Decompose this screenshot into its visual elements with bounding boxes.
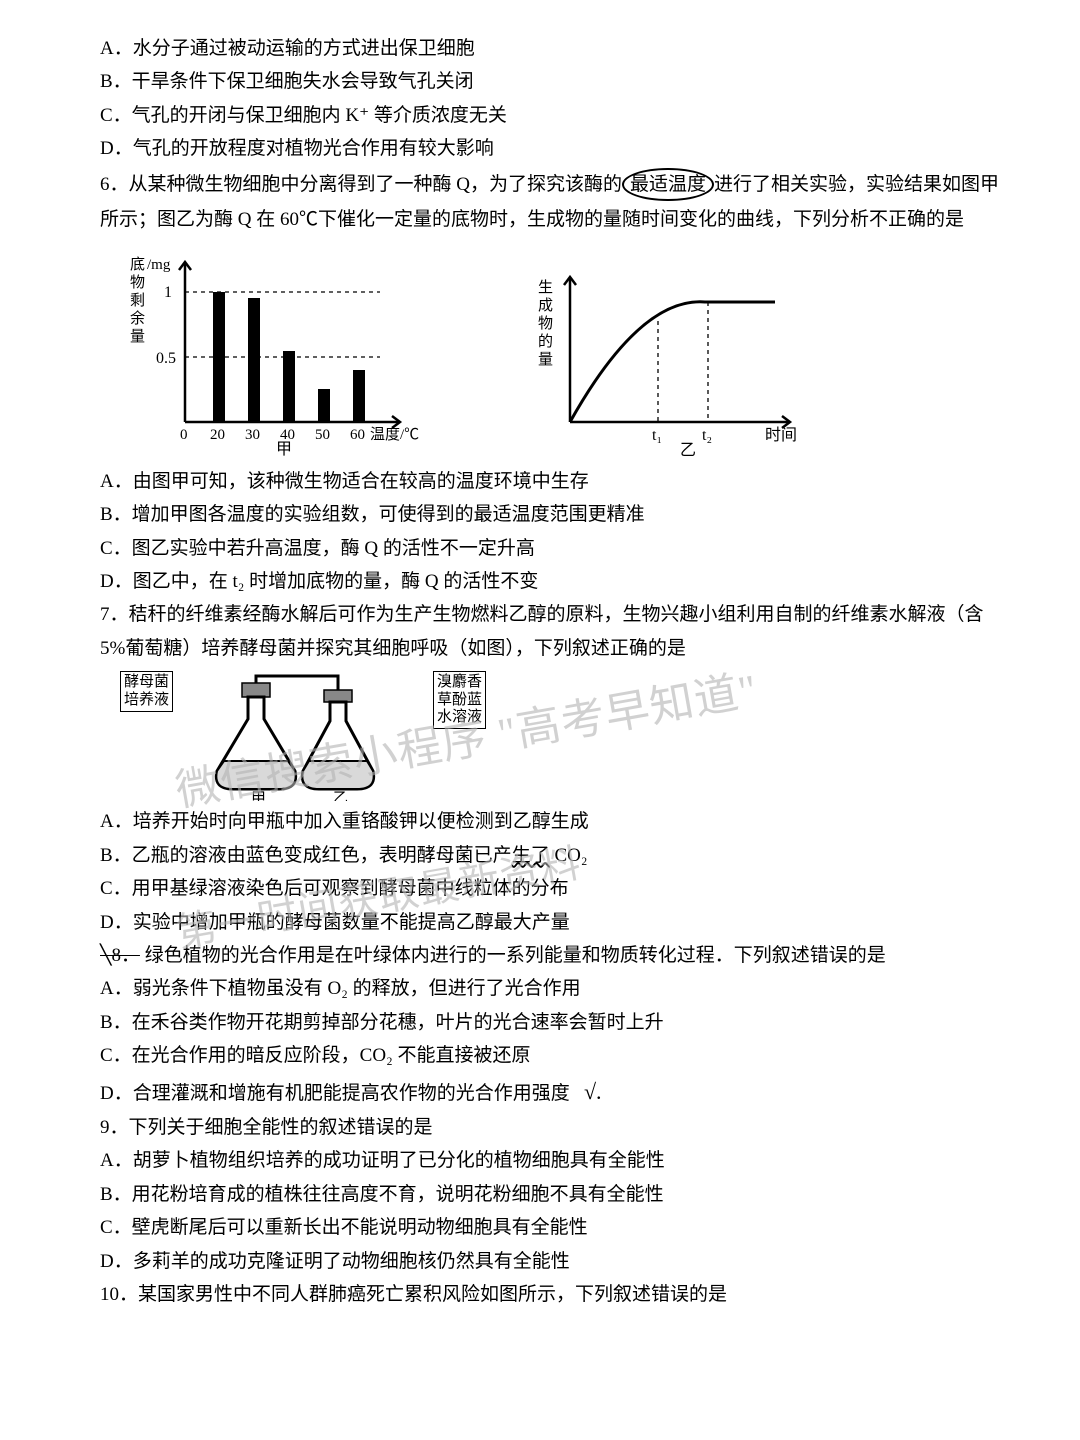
flask-left-cap: 甲 [251, 791, 266, 801]
chart1-yticks: 1 0.5 [156, 284, 176, 367]
svg-text:剩: 剩 [130, 292, 145, 309]
q7-B-wave: 生了 [512, 845, 550, 866]
chart-2-line: t₁ t₂ 时间 乙 生 成 物 的 量 [530, 257, 820, 457]
svg-text:生: 生 [538, 279, 553, 296]
flask-right-cap: 乙 [333, 791, 348, 801]
q6-B: B．增加甲图各温度的实验组数，可使得到的最适温度范围更精准 [100, 500, 1010, 529]
q5-C: C．气孔的开闭与保卫细胞内 K⁺ 等介质浓度无关 [100, 101, 1010, 130]
stopper-left [242, 683, 270, 697]
q5-B: B．干旱条件下保卫细胞失水会导致气孔关闭 [100, 67, 1010, 96]
svg-text:t₂: t₂ [702, 427, 712, 444]
q7-stem-2: 5%葡萄糖）培养酵母菌并探究其细胞呼吸（如图），下列叙述正确的是 [100, 634, 1010, 663]
q5-A: A．水分子通过被动运输的方式进出保卫细胞 [100, 34, 1010, 63]
q6-D: D．图乙中，在 t₂ 时增加底物的量，酶 Q 的活性不变 [100, 567, 1010, 596]
chart2-axes [564, 277, 790, 428]
q7-B-pre: B．乙瓶的溶液由蓝色变成红色，表明酵母菌已产 [100, 845, 512, 866]
svg-text:量: 量 [538, 352, 553, 368]
svg-text:的: 的 [538, 333, 553, 350]
q7-A: A．培养开始时向甲瓶中加入重铬酸钾以便检测到乙醇生成 [100, 807, 1010, 836]
q9-D: D．多莉羊的成功克隆证明了动物细胞核仍然具有全能性 [100, 1247, 1010, 1276]
svg-text:1: 1 [164, 284, 172, 301]
q9-stem: 9．下列关于细胞全能性的叙述错误的是 [100, 1113, 1010, 1142]
q7-B: B．乙瓶的溶液由蓝色变成红色，表明酵母菌已产生了 CO₂ [100, 841, 1010, 870]
q8-D: D．合理灌溉和增施有机肥能提高农作物的光合作用强度 √. [100, 1075, 1010, 1109]
stopper-right [324, 690, 352, 702]
q8-stem: ╲8． 绿色植物的光合作用是在叶绿体内进行的一系列能量和物质转化过程．下列叙述错… [100, 941, 1010, 970]
q9-C: C．壁虎断尾后可以重新长出不能说明动物细胞具有全能性 [100, 1213, 1010, 1242]
q8-C: C．在光合作用的暗反应阶段，CO₂ 不能直接被还原 [100, 1041, 1010, 1070]
q8-num: ╲8． [100, 945, 140, 966]
svg-text:/mg: /mg [147, 257, 171, 273]
svg-text:底: 底 [130, 256, 145, 273]
q8-stem-text: 绿色植物的光合作用是在叶绿体内进行的一系列能量和物质转化过程．下列叙述错误的是 [145, 945, 886, 966]
q10-stem: 10．某国家男性中不同人群肺癌死亡累积风险如图所示，下列叙述错误的是 [100, 1280, 1010, 1309]
chart2-ylabel: 生 成 物 的 量 [538, 279, 553, 368]
svg-text:物: 物 [130, 274, 145, 291]
flask-right-label: 溴麝香草酚蓝水溶液 [433, 671, 486, 729]
q5-D: D．气孔的开放程度对植物光合作用有较大影响 [100, 134, 1010, 163]
q6-stem-pre: 6．从某种微生物细胞中分离得到了一种酶 Q，为了探究该酶的 [100, 174, 622, 195]
svg-text:成: 成 [538, 297, 553, 314]
q8-D-text: D．合理灌溉和增施有机肥能提高农作物的光合作用强度 [100, 1083, 570, 1104]
svg-text:物: 物 [538, 315, 553, 332]
q7-C: C．用甲基绿溶液染色后可观察到酵母菌中线粒体的分布 [100, 874, 1010, 903]
q6-stem-2: 所示；图乙为酶 Q 在 60℃下催化一定量的底物时，生成物的量随时间变化的曲线，… [100, 205, 1010, 234]
q6-A: A．由图甲可知，该种微生物适合在较高的温度环境中生存 [100, 467, 1010, 496]
liquid-right [302, 761, 373, 789]
liquid-left [216, 761, 295, 789]
q7-D: D．实验中增加甲瓶的酵母菌数量不能提高乙醇最大产量 [100, 908, 1010, 937]
flask-diagram: 酵母菌培养液 甲 乙 溴麝香草酚蓝水溶液 [120, 671, 1010, 801]
chart2-curve [570, 301, 775, 421]
svg-text:30: 30 [245, 427, 260, 443]
flask-svg: 甲 乙 [203, 671, 403, 801]
flask-left-label: 酵母菌培养液 [120, 671, 173, 712]
svg-text:60: 60 [350, 427, 365, 443]
q6-annot-circle: 最适温度 [622, 168, 714, 201]
svg-text:t₁: t₁ [652, 427, 662, 444]
svg-text:0.5: 0.5 [156, 350, 176, 367]
q7-B-post: CO₂ [550, 845, 588, 866]
q8-B: B．在禾谷类作物开花期剪掉部分花穗，叶片的光合速率会暂时上升 [100, 1008, 1010, 1037]
svg-text:温度/℃: 温度/℃ [370, 426, 419, 443]
q9-B: B．用花粉培育成的植株往往高度不育，说明花粉细胞不具有全能性 [100, 1180, 1010, 1209]
svg-text:量: 量 [130, 329, 145, 345]
svg-text:余: 余 [130, 309, 145, 327]
chart2-dashes [658, 302, 708, 422]
figure-row: 0 20 30 40 50 60 温度/℃ 甲 1 0.5 底 物 剩 余 量 … [130, 247, 1010, 457]
svg-text:50: 50 [315, 427, 330, 443]
chart1-xticks: 0 20 30 40 50 60 温度/℃ [180, 426, 419, 443]
svg-text:20: 20 [210, 427, 225, 443]
chart-1-bar: 0 20 30 40 50 60 温度/℃ 甲 1 0.5 底 物 剩 余 量 … [130, 247, 420, 457]
q7-stem-1: 7．秸秆的纤维素经酶水解后可作为生产生物燃料乙醇的原料，生物兴趣小组利用自制的纤… [100, 600, 1010, 629]
chart1-caption: 甲 [276, 441, 292, 457]
q6-stem-post: 进行了相关实验，实验结果如图甲 [714, 174, 999, 195]
chart2-xticks: t₁ t₂ 时间 [652, 426, 797, 444]
q6-stem-1: 6．从某种微生物细胞中分离得到了一种酶 Q，为了探究该酶的最适温度进行了相关实验… [100, 168, 1010, 201]
q6-C: C．图乙实验中若升高温度，酶 Q 的活性不一定升高 [100, 534, 1010, 563]
q8-A: A．弱光条件下植物虽没有 O₂ 的释放，但进行了光合作用 [100, 974, 1010, 1003]
q9-A: A．胡萝卜植物组织培养的成功证明了已分化的植物细胞具有全能性 [100, 1146, 1010, 1175]
chart2-caption: 乙 [680, 442, 696, 457]
svg-text:时间: 时间 [765, 426, 797, 444]
svg-text:0: 0 [180, 427, 188, 443]
q8-check: √. [584, 1079, 602, 1104]
